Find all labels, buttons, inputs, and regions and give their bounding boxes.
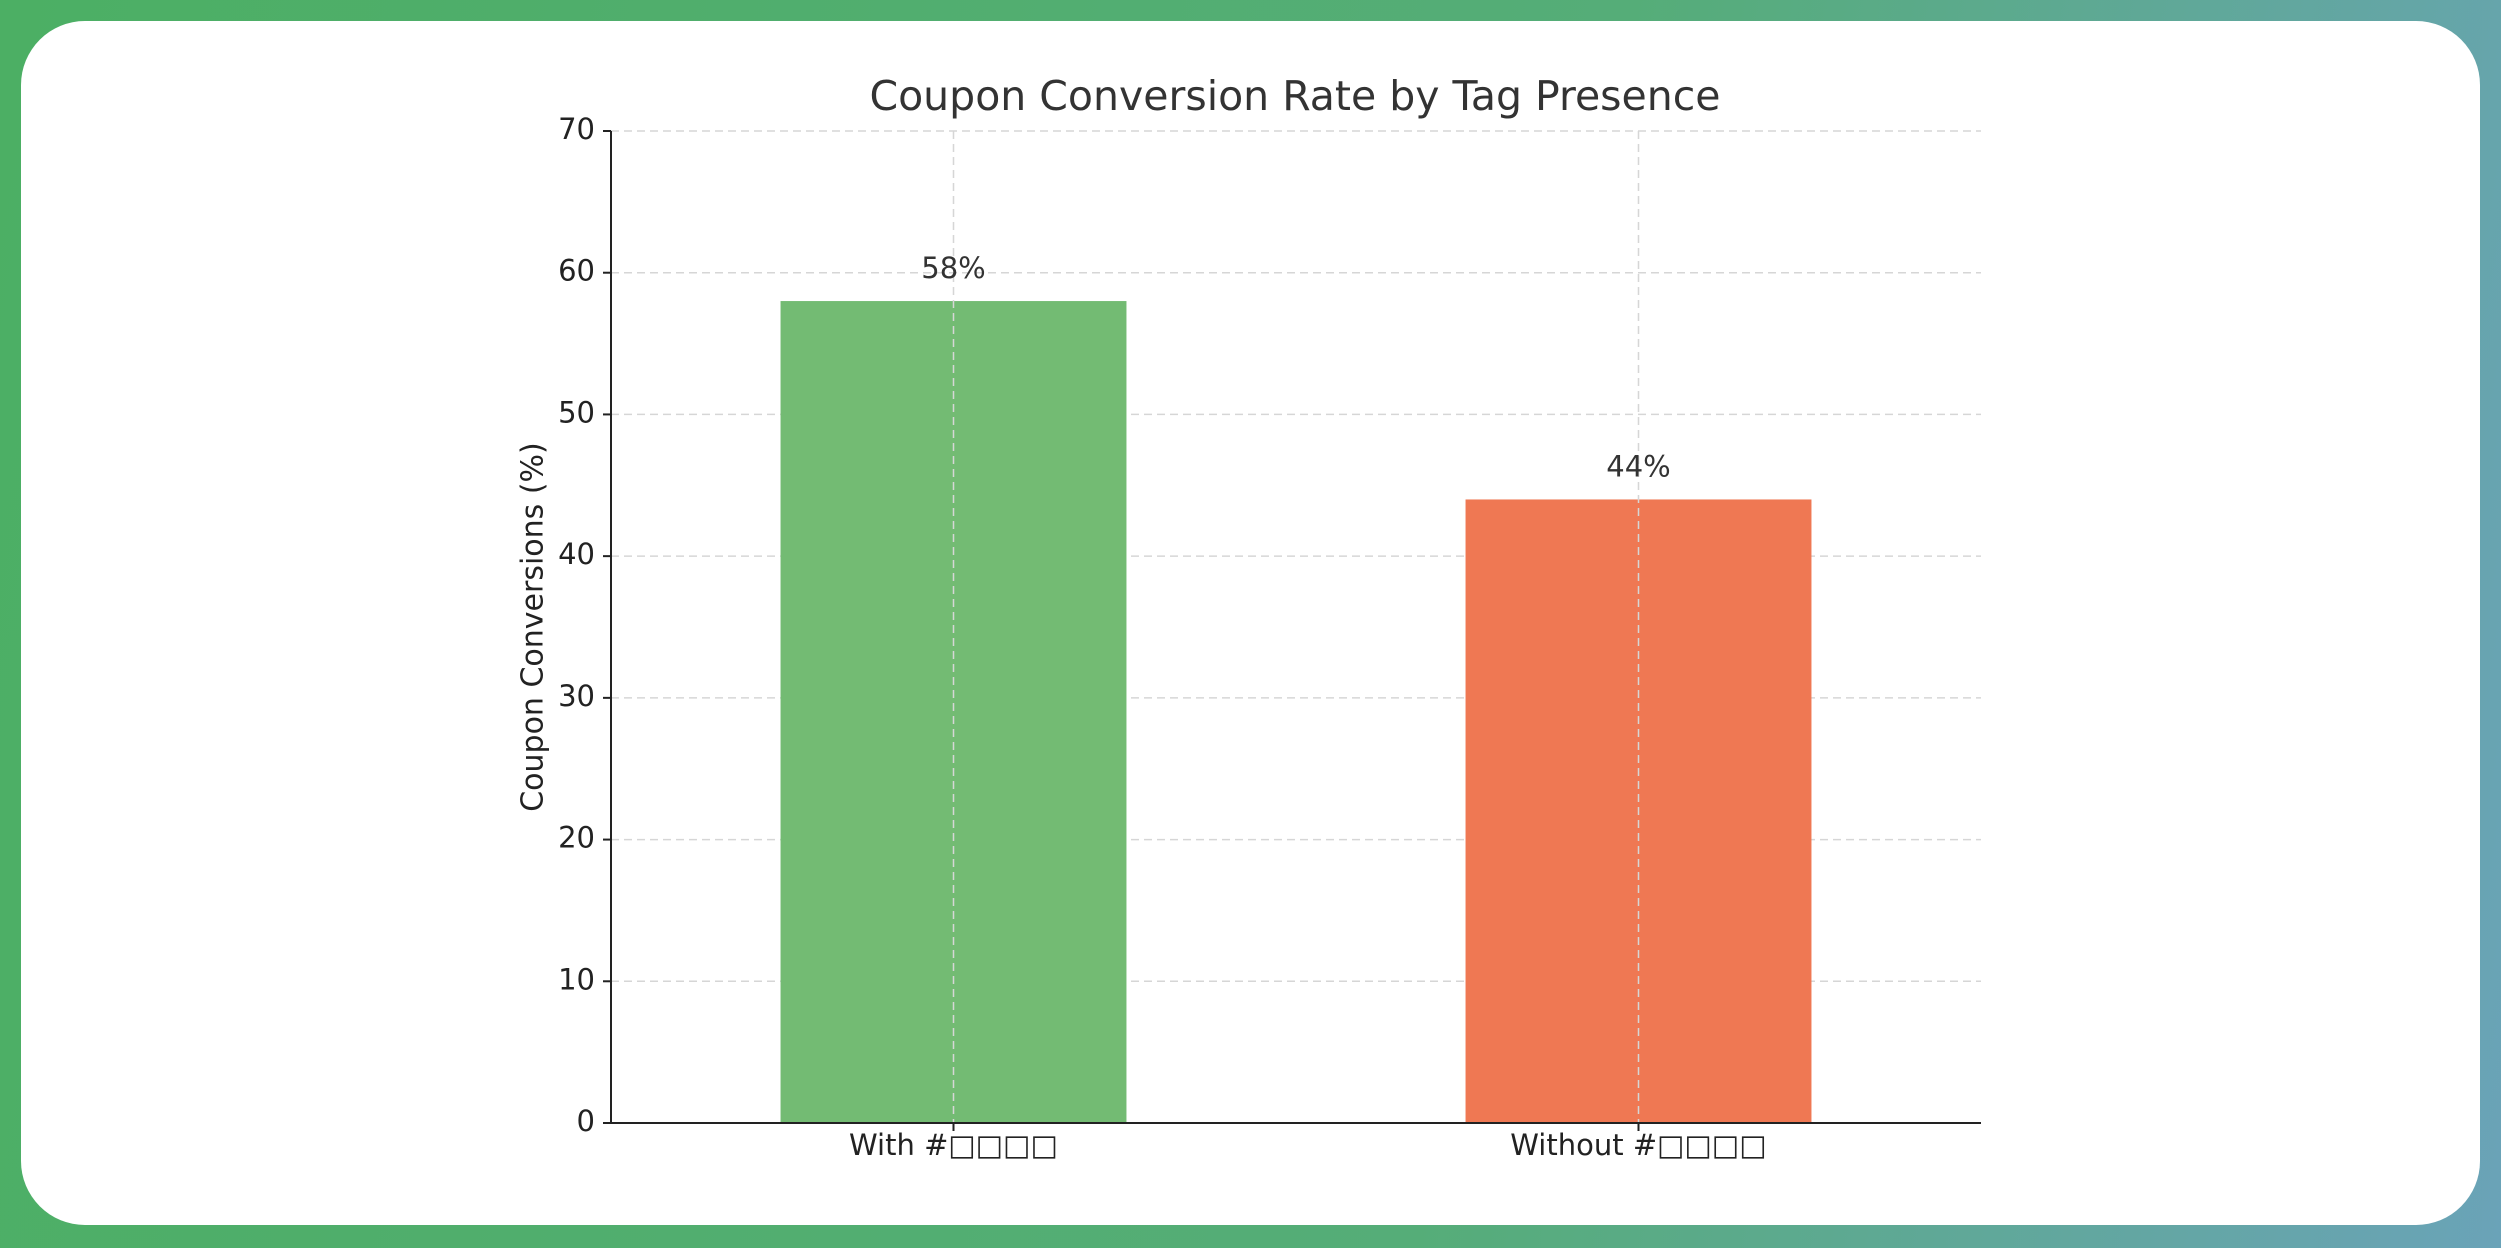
y-tick-label: 10 [558,962,595,996]
value-label: 44% [1606,449,1670,483]
value-label: 58% [921,251,985,285]
x-tick-label: Without #□□□□ [1510,1128,1766,1162]
y-tick-label: 70 [558,112,595,146]
chart-title: Coupon Conversion Rate by Tag Presence [869,72,1720,120]
y-tick-label: 0 [577,1104,595,1138]
y-tick-label: 60 [558,254,595,288]
y-tick-label: 50 [558,395,595,429]
x-tick-label: With #□□□□ [849,1128,1058,1162]
y-axis-label: Coupon Conversions (%) [516,442,551,812]
bar [780,301,1127,1123]
card [21,21,2480,1225]
y-tick-label: 20 [558,821,595,855]
y-tick-label: 40 [558,537,595,571]
y-tick-label: 30 [558,679,595,713]
